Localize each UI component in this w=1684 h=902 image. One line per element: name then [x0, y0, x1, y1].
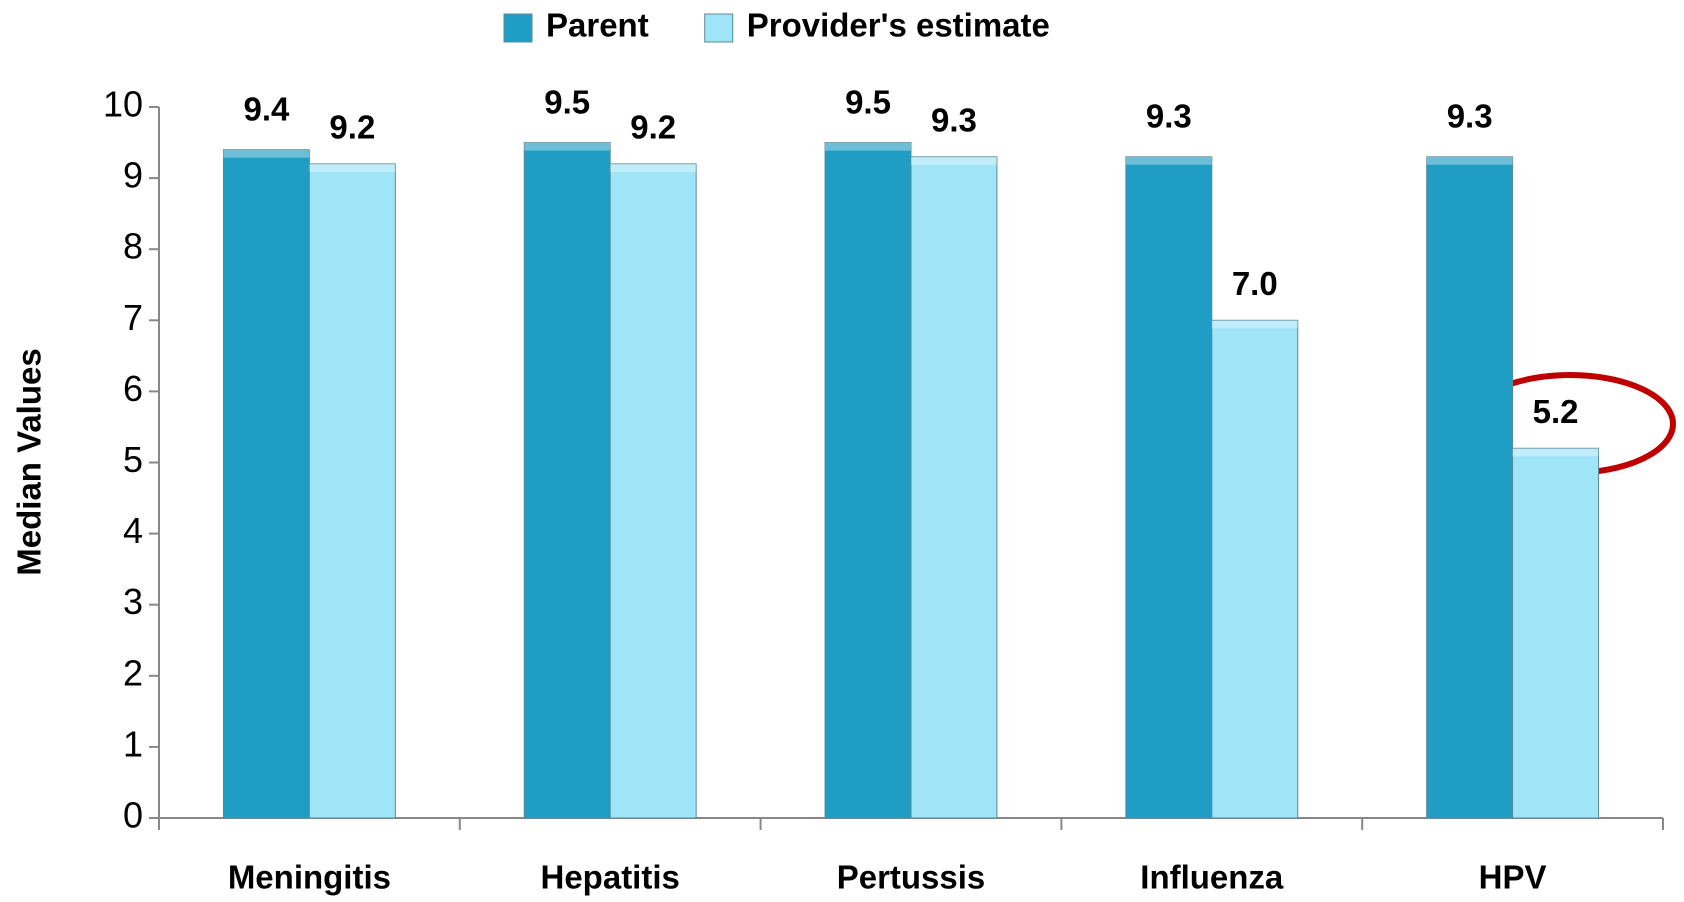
data-label: 9.4	[243, 90, 290, 127]
bar	[824, 142, 912, 819]
bar	[1125, 156, 1213, 819]
legend-label: Provider's estimate	[747, 7, 1050, 44]
x-tick-label: Pertussis	[837, 859, 986, 896]
data-label: 9.5	[845, 83, 891, 120]
bar	[523, 142, 611, 819]
bar-cap	[1125, 156, 1212, 165]
y-axis-label: Median Values	[11, 348, 48, 575]
data-label: 5.2	[1533, 393, 1579, 430]
legend-swatch	[503, 13, 533, 43]
x-tick-label: Influenza	[1140, 859, 1284, 896]
legend-swatch	[704, 13, 734, 43]
y-tick-label: 10	[103, 84, 143, 125]
data-label: 9.2	[329, 109, 375, 146]
bar-cap	[1512, 448, 1599, 457]
bar	[910, 156, 998, 819]
x-tick-label: Hepatitis	[541, 859, 680, 896]
data-label: 9.5	[544, 83, 590, 120]
bar	[609, 163, 697, 819]
bar	[308, 163, 396, 819]
bar-cap	[524, 142, 611, 151]
data-label: 7.0	[1232, 265, 1278, 302]
bar-cap	[1426, 156, 1513, 165]
x-tick-label: HPV	[1479, 859, 1547, 896]
y-tick-label: 9	[123, 155, 143, 196]
bar-cap	[309, 163, 396, 172]
y-tick-label: 0	[123, 795, 143, 836]
y-tick-label: 4	[123, 510, 143, 551]
bar	[1426, 156, 1514, 819]
data-label: 9.3	[931, 101, 977, 138]
y-tick-label: 5	[123, 439, 143, 480]
data-label: 9.3	[1447, 97, 1493, 134]
bar-cap	[610, 163, 697, 172]
bar-cap	[1211, 320, 1298, 329]
x-tick-label: Meningitis	[228, 859, 391, 896]
bar	[1211, 319, 1299, 819]
bar	[1512, 447, 1600, 819]
y-tick-label: 8	[123, 226, 143, 267]
bar-cap	[223, 149, 310, 158]
y-tick-label: 2	[123, 652, 143, 693]
legend-label: Parent	[546, 7, 649, 44]
y-tick-label: 6	[123, 368, 143, 409]
bar-cap	[911, 156, 997, 165]
bar-cap	[825, 142, 911, 151]
data-label: 9.3	[1146, 97, 1192, 134]
y-tick-label: 3	[123, 581, 143, 622]
data-label: 9.2	[630, 109, 676, 146]
y-tick-label: 7	[123, 297, 143, 338]
y-tick-label: 1	[123, 723, 143, 764]
bar	[222, 149, 310, 819]
